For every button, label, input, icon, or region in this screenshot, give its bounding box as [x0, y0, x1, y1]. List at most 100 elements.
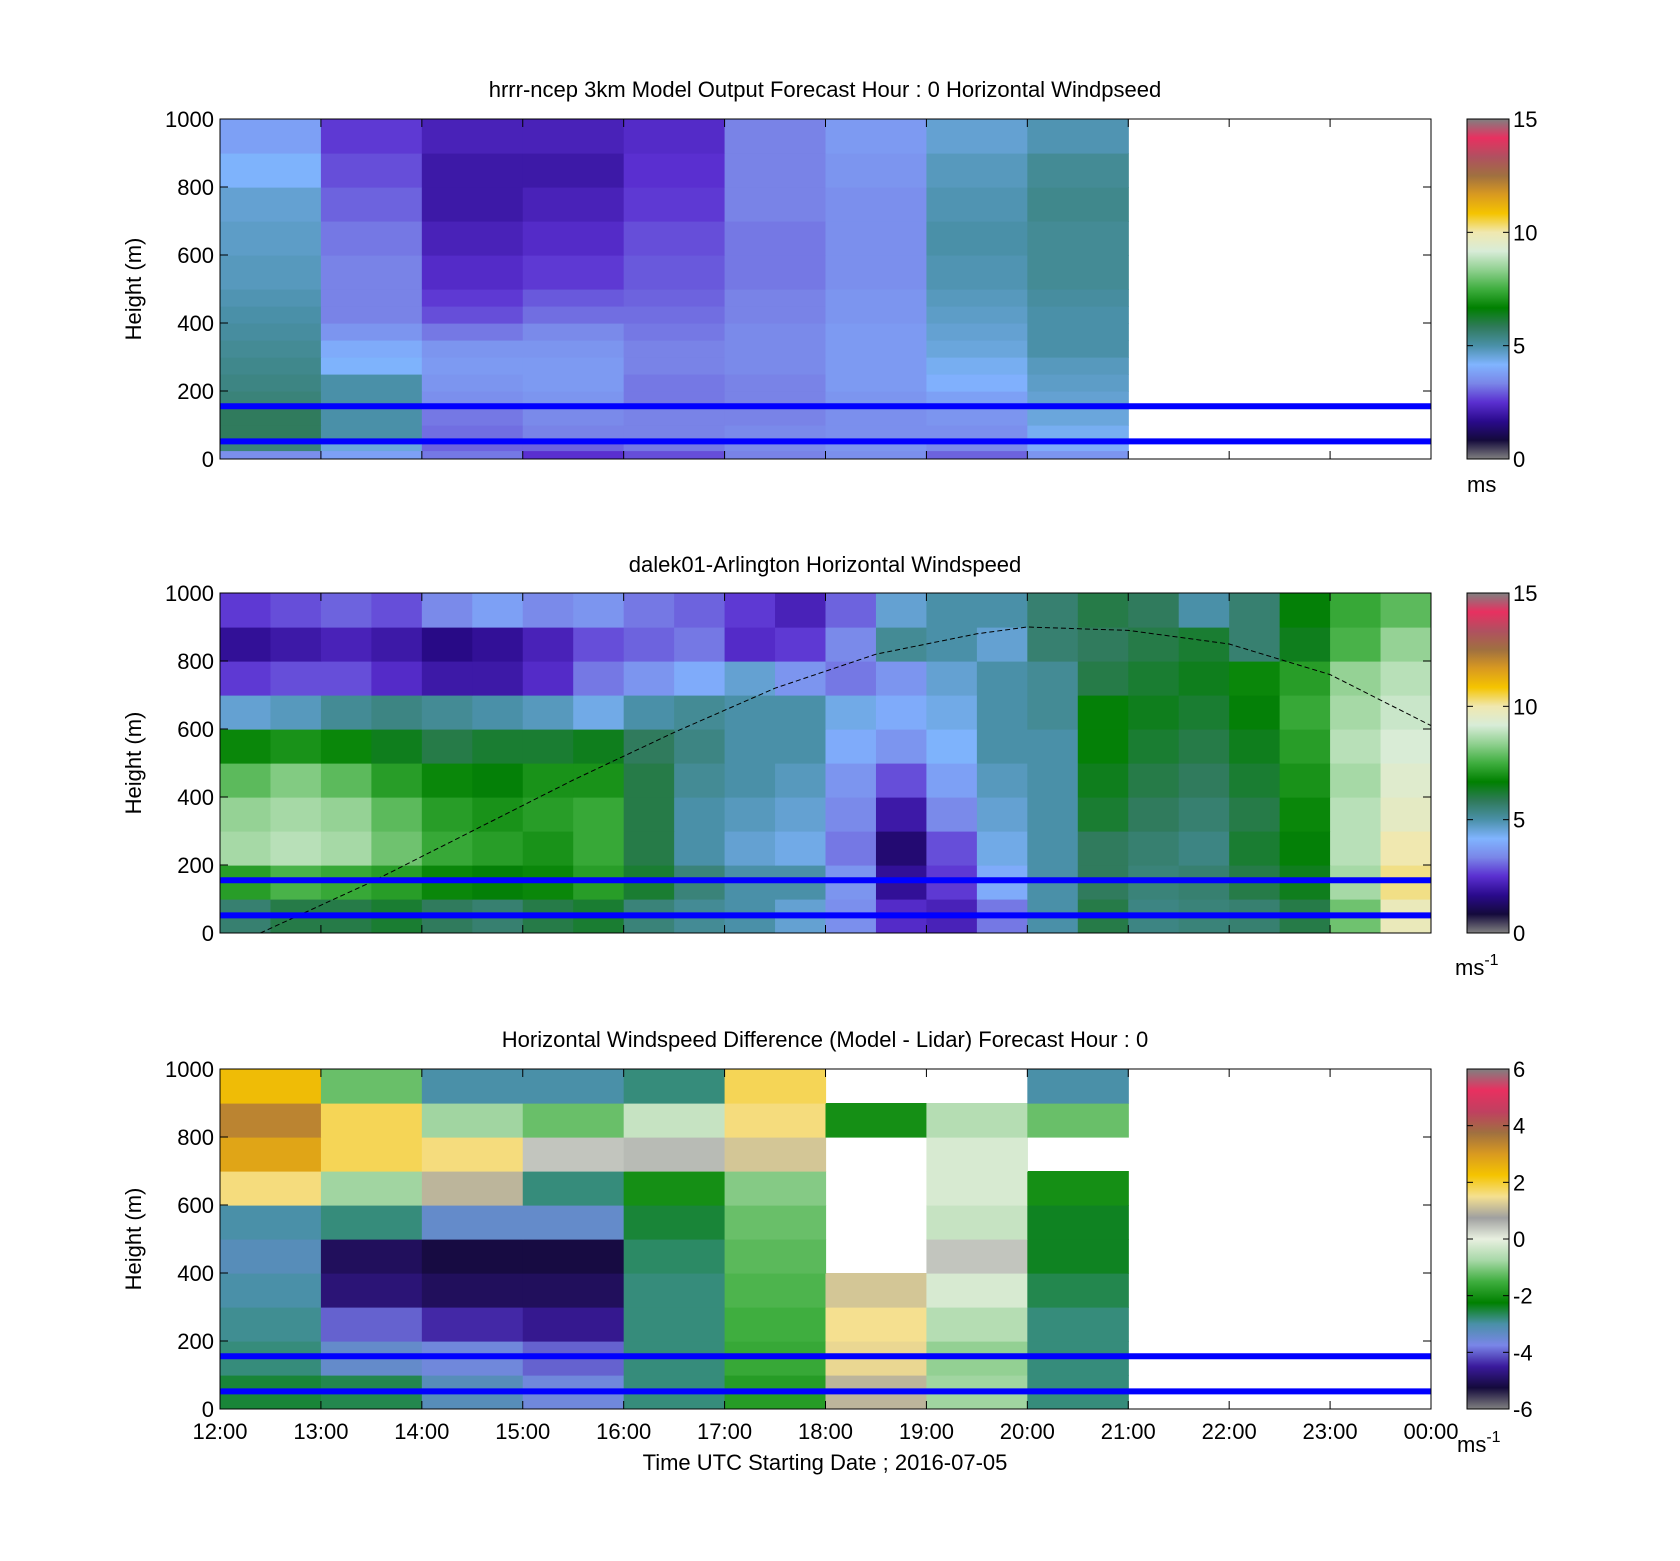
- heatmap-cell: [1380, 627, 1431, 662]
- heatmap-cell: [724, 1069, 827, 1104]
- panel-difference-colorbar-ramp: [1466, 1068, 1510, 1410]
- heatmap-cell: [825, 306, 928, 324]
- heatmap-cell: [724, 340, 827, 358]
- heatmap-cell: [825, 627, 877, 662]
- heatmap-cell: [926, 1103, 1028, 1138]
- heatmap-cell: [926, 797, 978, 832]
- heatmap-cell: [1027, 1103, 1129, 1138]
- heatmap-cell: [926, 255, 1028, 290]
- heatmap-cell: [926, 729, 978, 764]
- heatmap-cell: [724, 323, 827, 341]
- heatmap-cell: [421, 797, 473, 832]
- heatmap-cell: [522, 450, 625, 459]
- heatmap-cell: [825, 1103, 928, 1138]
- heatmap-cell: [976, 695, 1028, 730]
- heatmap-cell: [1027, 374, 1129, 392]
- heatmap-cell: [472, 763, 524, 798]
- heatmap-cell: [522, 187, 625, 222]
- heatmap-cell: [1027, 323, 1129, 341]
- heatmap-cell: [522, 306, 625, 324]
- heatmap-cell: [724, 661, 776, 696]
- heatmap-cell: [623, 306, 726, 324]
- heatmap-cell: [220, 408, 322, 426]
- heatmap-cell: [1027, 1239, 1129, 1274]
- heatmap-cell: [724, 1273, 827, 1308]
- heatmap-cell: [371, 729, 423, 764]
- heatmap-cell: [1128, 763, 1180, 798]
- heatmap-cell: [1330, 661, 1382, 696]
- panel-difference-x-ticks: 12:00 13:00 14:00 15:00 16:00 17:00 18:00 19:00…: [192, 1069, 1459, 1444]
- heatmap-cell: [825, 593, 877, 628]
- heatmap-cell: [875, 729, 928, 764]
- heatmap-cell: [724, 1103, 827, 1138]
- heatmap-cell: [522, 1307, 625, 1342]
- heatmap-cell: [926, 1273, 1028, 1308]
- heatmap-cell: [926, 661, 978, 696]
- colorbar-tick-label: 2: [1513, 1170, 1525, 1195]
- heatmap-cell: [220, 695, 272, 730]
- heatmap-cell: [320, 1137, 423, 1172]
- heatmap-cell: [421, 187, 524, 222]
- heatmap-cell: [775, 763, 827, 798]
- heatmap-cell: [270, 661, 322, 696]
- heatmap-cell: [926, 1137, 1028, 1172]
- heatmap-cell: [522, 221, 625, 256]
- heatmap-cell: [573, 797, 625, 832]
- heatmap-cell: [522, 1137, 625, 1172]
- heatmap-cell: [825, 221, 928, 256]
- x-tick-label: 16:00: [596, 1419, 651, 1444]
- heatmap-cell: [1330, 593, 1382, 628]
- heatmap-cell: [320, 119, 423, 154]
- heatmap-cell: [522, 255, 625, 290]
- panel-lidar-title: dalek01-Arlington Horizontal Windspeed: [629, 552, 1022, 577]
- heatmap-cell: [220, 1069, 322, 1104]
- heatmap-cell: [724, 1239, 827, 1274]
- panel-difference-colorbar: -6 -4 -2 0 2 4 6 ms-1: [1457, 1057, 1533, 1457]
- heatmap-cell: [875, 763, 928, 798]
- heatmap-cell: [320, 255, 423, 290]
- heatmap-cell: [421, 1205, 524, 1240]
- y-tick-label: 0: [202, 1397, 214, 1422]
- heatmap-cell: [421, 323, 524, 341]
- heatmap-cell: [1128, 831, 1180, 866]
- heatmap-cell: [320, 221, 423, 256]
- heatmap-cell: [1077, 593, 1129, 628]
- heatmap-cell: [1077, 729, 1129, 764]
- heatmap-cell: [825, 374, 928, 392]
- heatmap-cell: [320, 450, 423, 459]
- heatmap-cell: [1330, 763, 1382, 798]
- heatmap-cell: [320, 1103, 423, 1138]
- heatmap-cell: [320, 763, 372, 798]
- heatmap-cell: [1027, 221, 1129, 256]
- heatmap-cell: [1330, 627, 1382, 662]
- panel-lidar-colorbar: 0 5 10 15 ms-1: [1455, 581, 1537, 980]
- heatmap-cell: [421, 340, 524, 358]
- heatmap-cell: [320, 729, 372, 764]
- heatmap-cell: [371, 763, 423, 798]
- heatmap-cell: [421, 255, 524, 290]
- heatmap-cell: [220, 627, 272, 662]
- heatmap-cell: [522, 1273, 625, 1308]
- heatmap-cell: [1279, 797, 1331, 832]
- heatmap-cell: [1077, 831, 1129, 866]
- heatmap-cell: [220, 831, 272, 866]
- heatmap-cell: [825, 797, 877, 832]
- heatmap-cell: [1027, 408, 1129, 426]
- x-tick-label: 19:00: [899, 1419, 954, 1444]
- heatmap-cell: [220, 661, 272, 696]
- heatmap-cell: [1128, 593, 1180, 628]
- heatmap-cell: [320, 1205, 423, 1240]
- heatmap-cell: [825, 119, 928, 154]
- heatmap-cell: [1330, 695, 1382, 730]
- x-tick-label: 13:00: [293, 1419, 348, 1444]
- heatmap-cell: [1178, 661, 1230, 696]
- heatmap-cell: [825, 323, 928, 341]
- heatmap-cell: [724, 289, 827, 307]
- colorbar-tick-label: 5: [1513, 808, 1525, 833]
- panel-model-ylabel: Height (m): [121, 238, 146, 341]
- panel-difference-ylabel: Height (m): [121, 1188, 146, 1291]
- heatmap-cell: [421, 627, 473, 662]
- heatmap-cell: [875, 627, 928, 662]
- heatmap-cell: [724, 450, 827, 459]
- panel-model: hrrr-ncep 3km Model Output Forecast Hour…: [121, 77, 1537, 497]
